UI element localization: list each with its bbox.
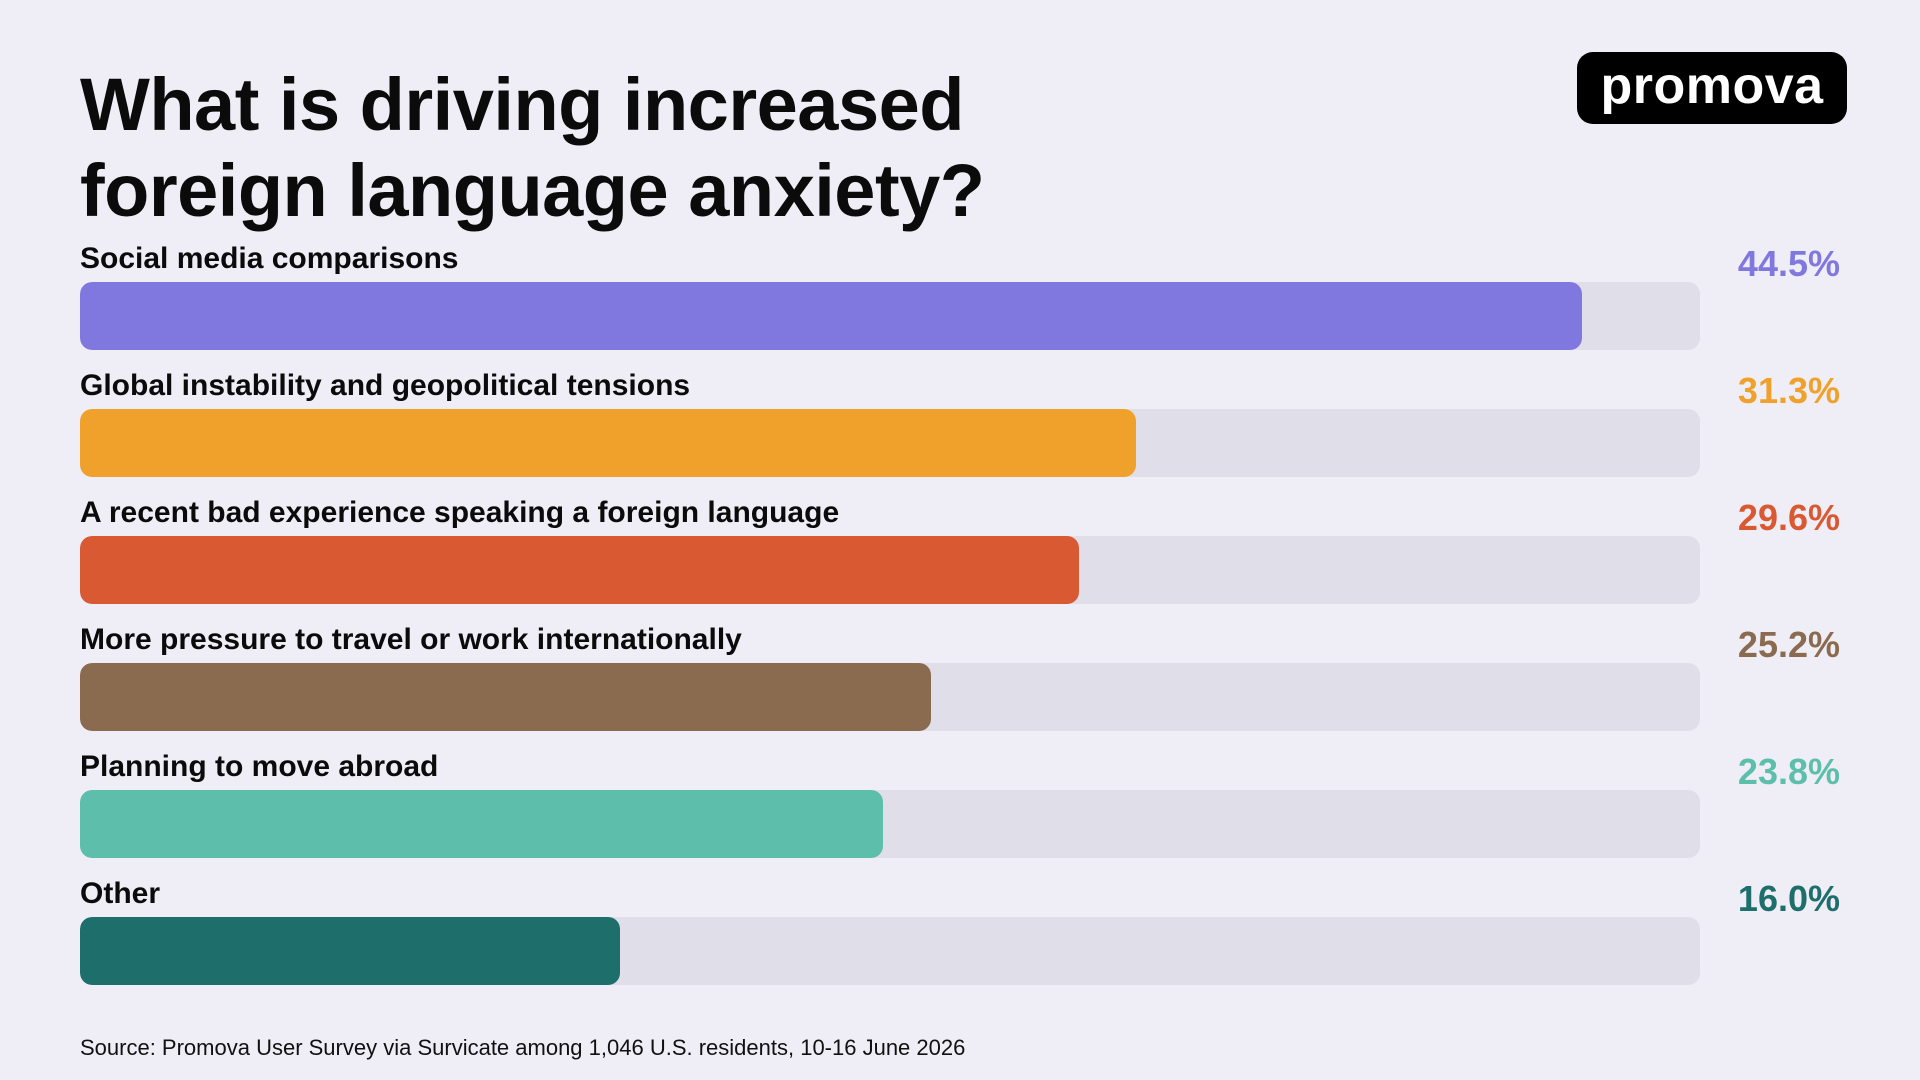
bar-chart: Social media comparisons 44.5% Global inst… (80, 240, 1840, 990)
bar-label: A recent bad experience speaking a forei… (80, 496, 840, 529)
bar-value-label: 23.8% (1737, 751, 1840, 792)
bar-value-label: 25.2% (1737, 624, 1840, 665)
chart-title: What is driving increased foreign langua… (80, 62, 1180, 234)
bar-track (80, 917, 1700, 985)
bar (80, 790, 883, 858)
bar (80, 282, 1582, 350)
bar-value-label: 16.0% (1737, 878, 1840, 919)
chart-title-line-1: What is driving increased (80, 63, 964, 146)
bar-label: Planning to move abroad (80, 750, 439, 783)
bar (80, 663, 931, 731)
bar-row: Other 16.0% (80, 875, 1840, 985)
bar-row: More pressure to travel or work internat… (80, 621, 1840, 731)
source-note: Source: Promova User Survey via Survicat… (80, 1035, 966, 1060)
chart-title-line-2: foreign language anxiety? (80, 149, 985, 232)
bar-value-label: 31.3% (1737, 370, 1840, 411)
bar-track (80, 536, 1700, 604)
bar-row: A recent bad experience speaking a forei… (80, 494, 1840, 604)
bar-row: Planning to move abroad 23.8% (80, 748, 1840, 858)
bar-track (80, 409, 1700, 477)
bar-track (80, 663, 1700, 731)
bar-label: More pressure to travel or work internat… (80, 623, 742, 656)
promova-logo: promova (1577, 52, 1847, 124)
bar-track (80, 282, 1700, 350)
bar (80, 409, 1136, 477)
bar-row: Global instability and geopolitical tens… (80, 367, 1840, 477)
bar-track (80, 790, 1700, 858)
bar-label: Social media comparisons (80, 242, 459, 275)
bar-label: Other (80, 877, 161, 910)
bar-value-label: 44.5% (1737, 243, 1840, 284)
bar-row: Social media comparisons 44.5% (80, 240, 1840, 350)
bar-label: Global instability and geopolitical tens… (80, 369, 691, 402)
bar (80, 917, 620, 985)
bar-value-label: 29.6% (1737, 497, 1840, 538)
bar (80, 536, 1079, 604)
